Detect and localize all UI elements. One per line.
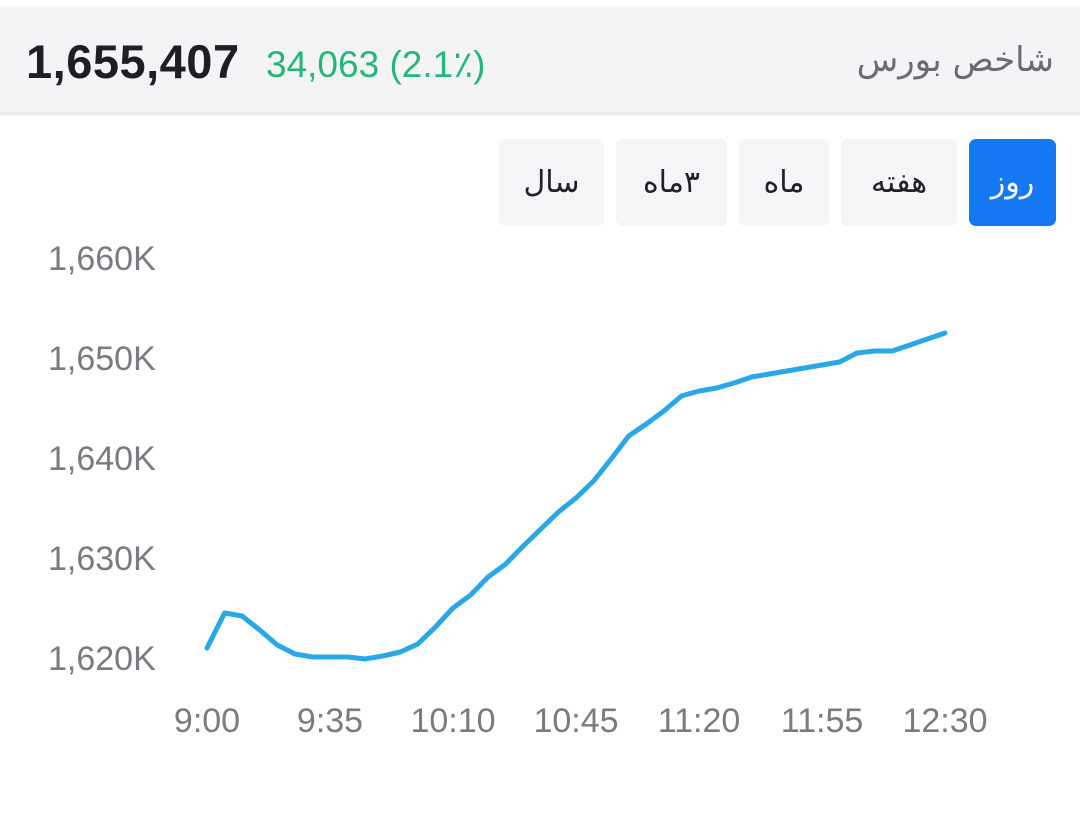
index-value: 1,655,407 [26,35,240,88]
index-line-chart: 1,660K 1,650K 1,640K 1,630K 1,620K 9:00 9:35 1… [48,240,988,740]
index-title: شاخص بورس [856,40,1054,80]
y-tick-label: 1,630K [48,540,156,578]
index-header: 1,655,407 34,063 (2.1٪) شاخص بورس [0,6,1080,112]
tab-3month[interactable]: ۳ماه [616,139,727,226]
index-change: 34,063 (2.1٪) [266,44,486,85]
series-line [204,330,948,662]
header-divider [0,112,1080,115]
x-tick-label: 11:20 [658,702,741,740]
y-tick-label: 1,620K [48,640,156,678]
x-tick-label: 10:45 [533,702,618,740]
x-tick-label: 9:35 [297,702,363,740]
tab-year[interactable]: سال [499,139,604,226]
tab-month[interactable]: ماه [739,139,829,226]
top-strip [0,0,1080,6]
tab-week[interactable]: هفته [841,139,957,226]
y-tick-label: 1,640K [48,440,156,478]
x-tick-label: 10:10 [410,702,495,740]
y-tick-label: 1,650K [48,340,156,378]
y-tick-label: 1,660K [48,240,156,278]
period-tabs: روز هفته ماه ۳ماه سال [499,139,1056,226]
tab-day[interactable]: روز [969,139,1056,226]
x-tick-label: 11:55 [781,702,864,740]
x-tick-label: 9:00 [174,702,240,740]
x-tick-label: 12:30 [902,702,987,740]
